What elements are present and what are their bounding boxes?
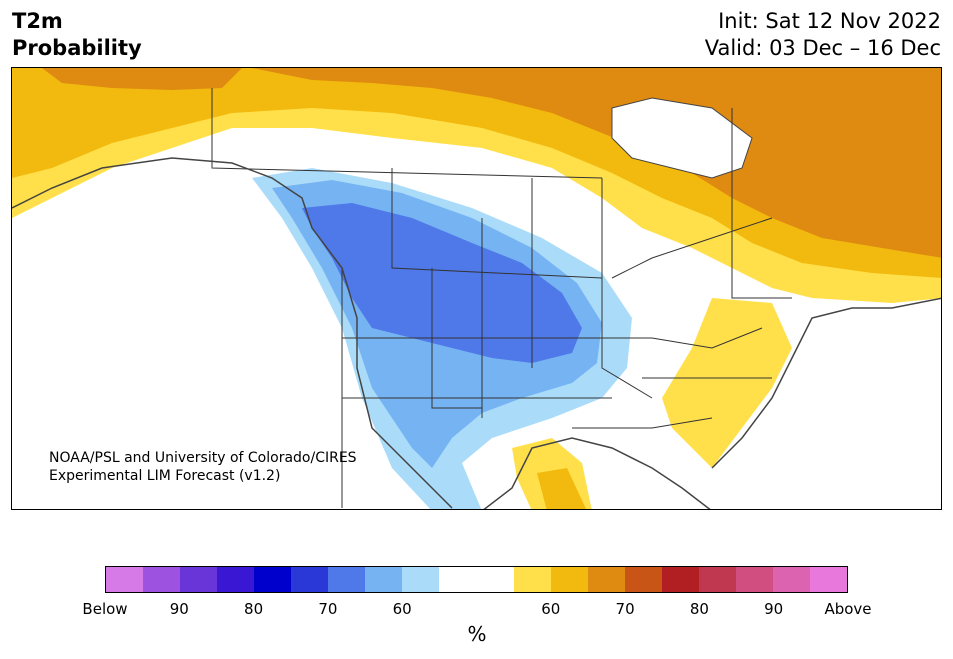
colorbar-segment xyxy=(143,567,181,592)
colorbar-segment xyxy=(291,567,329,592)
colorbar-segment xyxy=(661,567,699,592)
colorbar-tick-label: 90 xyxy=(169,600,189,618)
colorbar-segment xyxy=(328,567,366,592)
colorbar xyxy=(105,566,848,593)
colorbar-segment xyxy=(402,567,440,592)
credit-line-1: NOAA/PSL and University of Colorado/CIRE… xyxy=(49,450,357,466)
map-credit: NOAA/PSL and University of Colorado/CIRE… xyxy=(49,449,357,485)
colorbar-tick-label: 70 xyxy=(615,600,635,618)
colorbar-segment xyxy=(254,567,292,592)
colorbar-segment xyxy=(365,567,403,592)
chart-title: T2m Probability xyxy=(12,8,142,62)
colorbar-tick-label: 60 xyxy=(392,600,412,618)
colorbar-tick-label: 80 xyxy=(689,600,709,618)
colorbar-segment xyxy=(587,567,625,592)
colorbar-segment xyxy=(809,567,847,592)
credit-line-2: Experimental LIM Forecast (v1.2) xyxy=(49,468,281,484)
colorbar-tick-label: Above xyxy=(824,600,872,618)
colorbar-tick-label: 70 xyxy=(318,600,338,618)
forecast-map xyxy=(11,67,942,510)
colorbar-tick-label: 60 xyxy=(541,600,561,618)
colorbar-segment xyxy=(550,567,588,592)
colorbar-segment xyxy=(180,567,218,592)
colorbar-tick-label: 80 xyxy=(244,600,264,618)
region-below-80 xyxy=(302,203,582,363)
region-above-80-alaska xyxy=(42,68,242,90)
colorbar-tick-label: Below xyxy=(82,600,128,618)
colorbar-tick-label: 90 xyxy=(764,600,784,618)
political-borders xyxy=(211,88,792,508)
hudson-bay xyxy=(611,97,753,179)
colorbar-segment xyxy=(624,567,662,592)
colorbar-segment xyxy=(513,567,551,592)
colorbar-segment xyxy=(217,567,255,592)
valid-range: Valid: 03 Dec – 16 Dec xyxy=(704,36,941,60)
forecast-dates: Init: Sat 12 Nov 2022 Valid: 03 Dec – 16… xyxy=(705,8,941,62)
init-date: Init: Sat 12 Nov 2022 xyxy=(718,9,941,33)
colorbar-segment xyxy=(698,567,736,592)
region-above-80-north xyxy=(252,68,941,258)
colorbar-segment xyxy=(772,567,810,592)
colorbar-segment xyxy=(106,567,144,592)
variable-label: T2m xyxy=(12,9,63,33)
colorbar-segment xyxy=(439,567,477,592)
map-svg xyxy=(12,68,941,509)
probability-label: Probability xyxy=(12,36,142,60)
region-above-70-mexico xyxy=(537,468,587,509)
colorbar-unit: % xyxy=(467,622,487,646)
region-above-60-southeast xyxy=(662,298,792,468)
colorbar-segment xyxy=(735,567,773,592)
coastline xyxy=(12,157,941,509)
colorbar-segment xyxy=(476,567,514,592)
